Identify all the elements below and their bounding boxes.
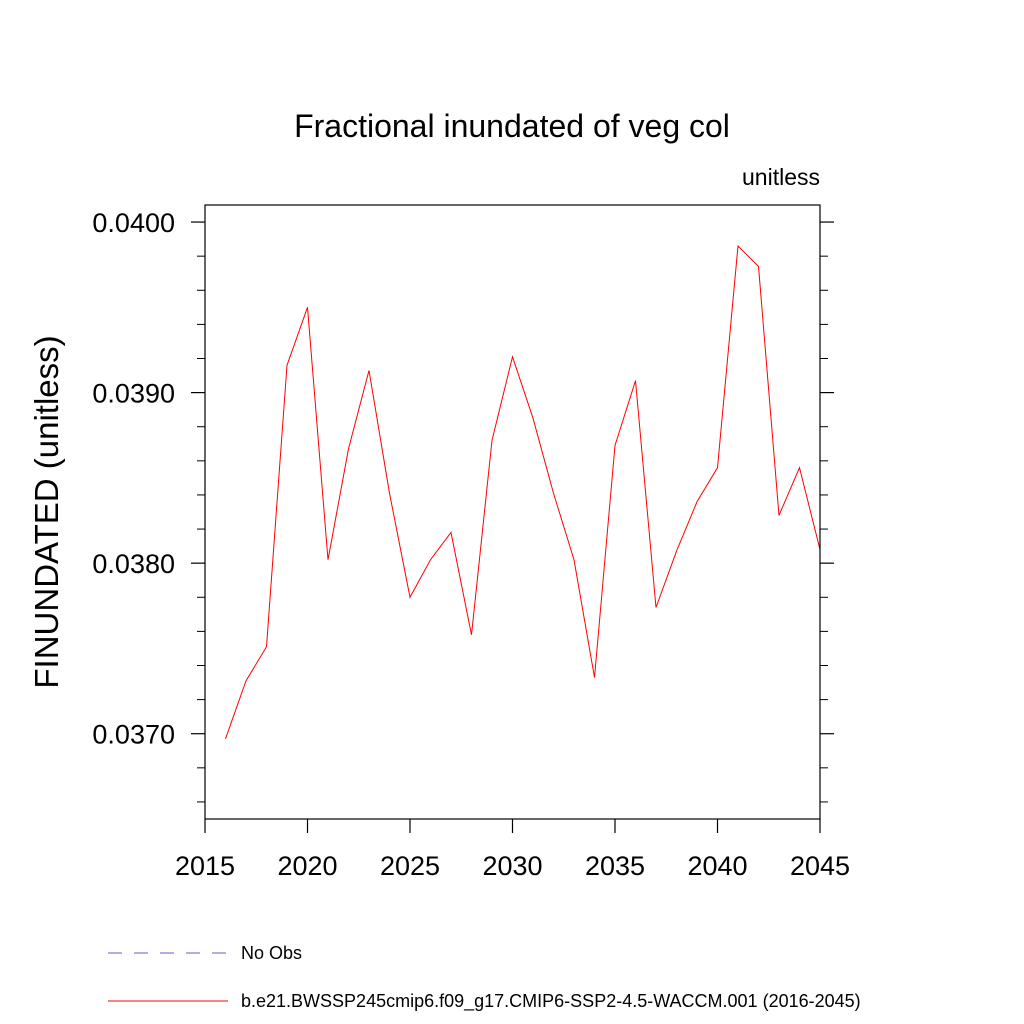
units-label: unitless <box>742 164 820 190</box>
chart-title: Fractional inundated of veg col <box>294 108 730 144</box>
y-tick-label: 0.0400 <box>92 208 175 238</box>
x-tick-label: 2025 <box>380 851 440 881</box>
y-tick-label: 0.0380 <box>92 549 175 579</box>
x-tick-label: 2040 <box>687 851 747 881</box>
series-layer <box>225 244 821 740</box>
y-tick-label: 0.0370 <box>92 720 175 750</box>
plot-frame <box>204 204 821 820</box>
x-tick-label: 2020 <box>277 851 337 881</box>
tick-labels: 2015 2020 2025 2030 2035 2040 2045 0.0370 0.0380… <box>92 208 850 881</box>
x-tick-label: 2045 <box>790 851 850 881</box>
legend-label-no-obs: No Obs <box>241 943 302 963</box>
y-axis-label: FINUNDATED (unitless) <box>28 335 65 688</box>
legend: No Obs b.e21.BWSSP245cmip6.f09_g17.CMIP6… <box>108 943 861 1012</box>
x-tick-label: 2015 <box>175 851 235 881</box>
series-line <box>225 244 821 740</box>
y-tick-label: 0.0390 <box>92 379 175 409</box>
x-tick-label: 2030 <box>482 851 542 881</box>
axis-ticks <box>191 221 834 833</box>
legend-label-model: b.e21.BWSSP245cmip6.f09_g17.CMIP6-SSP2-4… <box>241 991 861 1012</box>
x-tick-label: 2035 <box>585 851 645 881</box>
